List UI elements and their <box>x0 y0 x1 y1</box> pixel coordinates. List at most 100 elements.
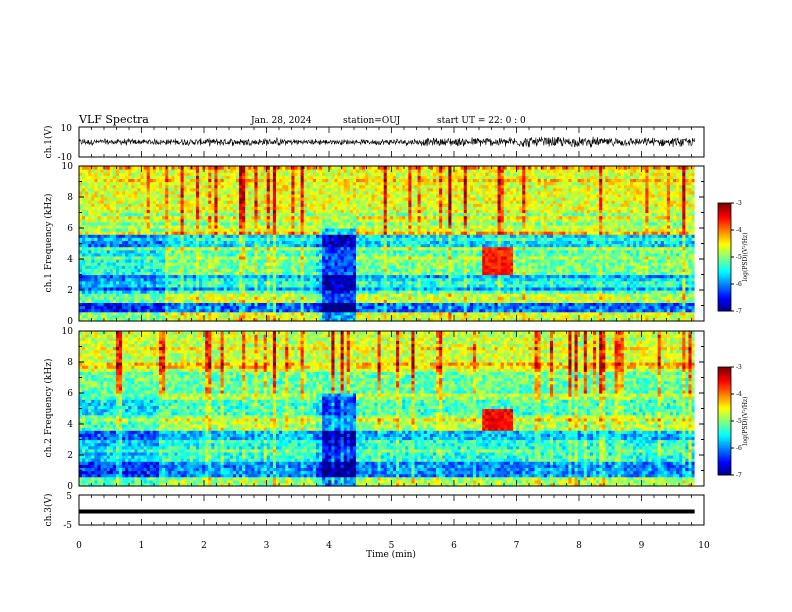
spectrogram-cell <box>94 181 99 186</box>
spectrogram-cell <box>103 234 108 238</box>
spectrogram-cell <box>128 308 132 313</box>
spectrogram-cell <box>125 265 129 269</box>
spectrogram-cell <box>146 234 151 238</box>
spectrogram-cell <box>97 190 102 195</box>
spectrogram-cell <box>103 311 108 316</box>
spectrogram-cell <box>152 234 157 238</box>
spectrogram-cell <box>149 262 154 266</box>
spectrogram-cell <box>115 166 120 170</box>
spectrogram-cell <box>143 302 148 307</box>
spectrogram-cell <box>131 305 136 310</box>
spectrogram-cell <box>137 169 142 173</box>
spectrogram-cell <box>149 259 154 263</box>
spectrogram-cell <box>85 190 89 195</box>
spectrogram-cell <box>106 175 111 179</box>
spectrogram-cell <box>140 252 145 257</box>
spectrogram-cell <box>82 218 86 223</box>
spectrogram-cell <box>100 221 105 226</box>
spectrogram-cell <box>168 218 172 223</box>
spectrogram-cell <box>94 206 99 210</box>
spectrogram-cell <box>85 277 89 282</box>
spectrogram-cell <box>128 249 132 254</box>
spectrogram-cell <box>137 178 142 183</box>
spectrogram-cell <box>131 187 136 192</box>
spectrogram-cell <box>168 259 172 263</box>
spectrogram-cell <box>152 286 157 291</box>
spectrogram-cell <box>122 172 126 176</box>
spectrogram-cell <box>131 190 136 195</box>
spectrogram-cell <box>165 193 169 198</box>
spectrogram-cell <box>115 314 120 319</box>
spectrogram-cell <box>134 265 139 269</box>
spectrogram-cell <box>159 166 163 170</box>
spectrogram-cell <box>115 181 120 186</box>
spectrogram-cell <box>79 203 83 207</box>
spectrogram-cell <box>134 175 139 179</box>
spectrogram-cell <box>115 249 120 254</box>
spectrogram-cell <box>162 252 166 257</box>
spectrogram-cell <box>119 190 123 195</box>
spectrogram-cell <box>149 203 154 207</box>
spectrogram-cell <box>100 218 105 223</box>
spectrogram-cell <box>115 215 120 220</box>
spectrogram-cell <box>103 246 108 251</box>
spectrogram-cell <box>122 240 126 245</box>
spectrogram-cell <box>140 190 145 195</box>
spectrogram-cell <box>140 296 145 300</box>
spectrogram-cell <box>143 259 148 263</box>
spectrogram-cell <box>91 203 95 207</box>
spectrogram-cell <box>82 184 86 189</box>
spectrogram-cell <box>168 206 172 210</box>
spectrogram-cell <box>155 190 160 195</box>
spectrogram-cell <box>100 305 105 310</box>
spectrogram-cell <box>162 274 166 279</box>
spectrogram-cell <box>91 215 95 220</box>
spectrogram-cell <box>119 187 123 192</box>
spectrogram-cell <box>94 166 99 170</box>
spectrogram-cell <box>131 249 136 254</box>
spectrogram-cell <box>140 178 145 183</box>
spectrogram-cell <box>100 184 105 189</box>
spectrogram-cell <box>146 190 151 195</box>
spectrogram-cell <box>134 234 139 238</box>
spectrogram-cell <box>119 265 123 269</box>
spectrogram-cell <box>85 290 89 294</box>
spectrogram-cell <box>131 200 136 204</box>
spectrogram-cell <box>88 302 92 307</box>
spectrogram-cell <box>128 231 132 235</box>
spectrogram-cell <box>82 221 86 226</box>
spectrogram-cell <box>149 215 154 220</box>
spectrogram-cell <box>100 175 105 179</box>
spectrogram-cell <box>131 262 136 266</box>
spectrogram-cell <box>94 172 99 176</box>
spectrogram-cell <box>100 246 105 251</box>
spectrogram-cell <box>125 221 129 226</box>
spectrogram-cell <box>168 237 172 241</box>
spectrogram-cell <box>97 302 102 307</box>
spectrogram-cell <box>131 215 136 220</box>
spectrogram-cell <box>125 206 129 210</box>
spectrogram-cell <box>143 255 148 260</box>
spectrogram-cell <box>155 314 160 319</box>
spectrogram-cell <box>140 228 145 232</box>
spectrogram-cell <box>115 290 120 294</box>
spectrogram-cell <box>91 308 95 313</box>
spectrogram-cell <box>119 175 123 179</box>
spectrogram-cell <box>106 240 111 245</box>
spectrogram-cell <box>112 228 117 232</box>
spectrogram-cell <box>85 274 89 279</box>
spectrogram-cell <box>125 268 129 272</box>
spectrogram-cell <box>94 311 99 316</box>
spectrogram-cell <box>100 212 105 217</box>
spectrogram-cell <box>106 314 111 319</box>
spectrogram-cell <box>122 286 126 291</box>
spectrogram-cell <box>125 302 129 307</box>
spectrogram-cell <box>79 274 83 279</box>
spectrogram-cell <box>91 305 95 310</box>
spectrogram-cell <box>119 293 123 297</box>
spectrogram-cell <box>162 178 166 183</box>
spectrogram-cell <box>88 274 92 279</box>
spectrogram-cell <box>115 243 120 248</box>
spectrogram-cell <box>88 249 92 254</box>
spectrogram-cell <box>168 228 172 232</box>
